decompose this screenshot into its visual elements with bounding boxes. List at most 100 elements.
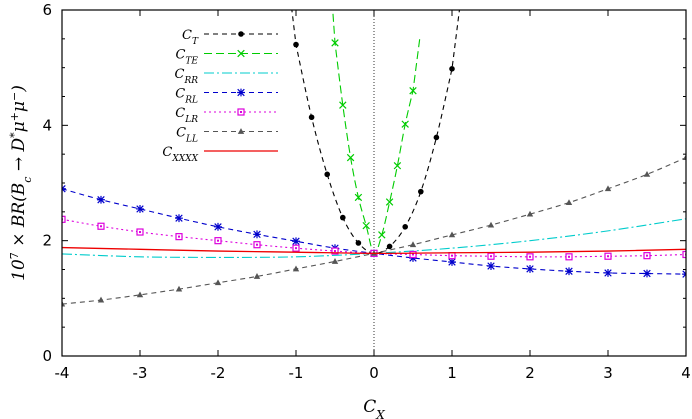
plot-frame	[61, 9, 687, 357]
x-tick-label: -2	[211, 364, 226, 382]
axes: -4 -3 -2 -1 0 1 2 3 4 0 2 4 6	[42, 1, 690, 382]
series-line	[62, 246, 686, 255]
y-tick-label: 0	[42, 347, 52, 365]
data-point	[378, 231, 386, 239]
legend-item: CTE	[175, 48, 278, 67]
legend-item: CLL	[176, 126, 278, 145]
data-point	[97, 195, 105, 204]
data-point	[418, 188, 424, 195]
data-point	[526, 265, 534, 273]
data-point	[401, 120, 409, 128]
data-point-center	[139, 231, 141, 234]
data-point	[565, 267, 573, 276]
data-point	[565, 199, 573, 206]
data-point	[448, 231, 456, 238]
x-tick-label: 4	[681, 364, 691, 382]
data-point	[62, 215, 66, 223]
data-point-center	[178, 235, 180, 238]
data-point	[292, 265, 300, 272]
data-point	[346, 153, 355, 162]
data-point	[331, 258, 339, 264]
legend-label-subscript: LL	[185, 135, 198, 145]
data-point	[237, 88, 245, 97]
data-point	[362, 221, 370, 230]
data-point-center	[295, 247, 297, 250]
data-point-center	[100, 225, 102, 228]
data-point	[324, 171, 331, 178]
legend-label: CLL	[176, 126, 198, 145]
data-point	[487, 262, 495, 270]
data-point-center	[217, 239, 219, 242]
data-point	[448, 258, 456, 266]
data-point	[214, 279, 222, 286]
legend-label: CRL	[175, 87, 198, 106]
data-point	[386, 243, 393, 250]
data-point	[136, 291, 144, 298]
legend-label: CT	[182, 28, 199, 47]
plot-border	[61, 9, 687, 357]
data-point	[308, 114, 315, 121]
legend-item: CXXXX	[162, 145, 278, 164]
data-point	[175, 285, 183, 292]
legend-item: CT	[182, 28, 278, 47]
data-point-center	[412, 253, 414, 256]
legend-item: CLR	[175, 106, 278, 125]
data-point-center	[334, 250, 336, 253]
legend-item: CRL	[175, 87, 278, 106]
series-lr	[62, 215, 686, 261]
legend-label: CXXXX	[162, 145, 198, 164]
data-point-center	[607, 255, 609, 258]
data-point-center	[568, 255, 570, 258]
legend-label-subscript: TE	[185, 57, 198, 67]
y-axis-title: 107 × BR(Bc → D*μ+μ−)	[8, 85, 34, 281]
data-point	[604, 185, 612, 192]
data-point	[253, 273, 261, 279]
data-point	[238, 31, 244, 37]
data-point	[355, 240, 362, 246]
data-point	[682, 154, 686, 161]
series-t	[291, 10, 460, 257]
data-point	[449, 66, 455, 72]
data-point	[433, 134, 440, 141]
data-point	[402, 224, 409, 230]
data-point	[340, 214, 346, 221]
data-series	[62, 10, 686, 307]
series-line	[62, 218, 686, 258]
legend-label: CLR	[175, 106, 198, 125]
data-point	[526, 210, 534, 217]
y-tick-label: 4	[42, 116, 52, 134]
legend-label: CTE	[175, 48, 198, 67]
legend-label-subscript: RL	[184, 96, 198, 106]
data-point	[136, 205, 144, 213]
series-xxxx	[62, 246, 686, 255]
data-point	[409, 241, 417, 248]
data-point	[604, 269, 612, 277]
x-tick-label: 3	[603, 364, 613, 382]
data-point	[97, 296, 105, 303]
x-tick-label: -1	[289, 364, 304, 382]
x-axis-title: CX	[363, 397, 385, 419]
data-point	[487, 221, 495, 228]
legend-label: CRR	[174, 67, 198, 86]
data-point	[292, 237, 300, 246]
x-tick-label: 2	[525, 364, 535, 382]
data-point	[339, 101, 347, 109]
series-rl	[62, 184, 686, 279]
legend-label-subscript: XXXX	[171, 154, 198, 164]
data-point	[393, 161, 402, 170]
y-tick-label: 6	[42, 1, 52, 19]
series-line	[62, 188, 686, 275]
data-point	[293, 41, 299, 48]
legend-label-subscript: T	[192, 37, 199, 47]
legend-label-subscript: RR	[183, 76, 198, 86]
data-point-center	[490, 255, 492, 258]
data-point	[331, 39, 339, 47]
data-point	[237, 128, 245, 134]
data-point-center	[240, 111, 242, 113]
data-point	[643, 269, 651, 278]
legend-item: CRR	[174, 67, 278, 86]
y-tick-label: 2	[42, 232, 52, 250]
legend-label-subscript: LR	[184, 115, 198, 125]
